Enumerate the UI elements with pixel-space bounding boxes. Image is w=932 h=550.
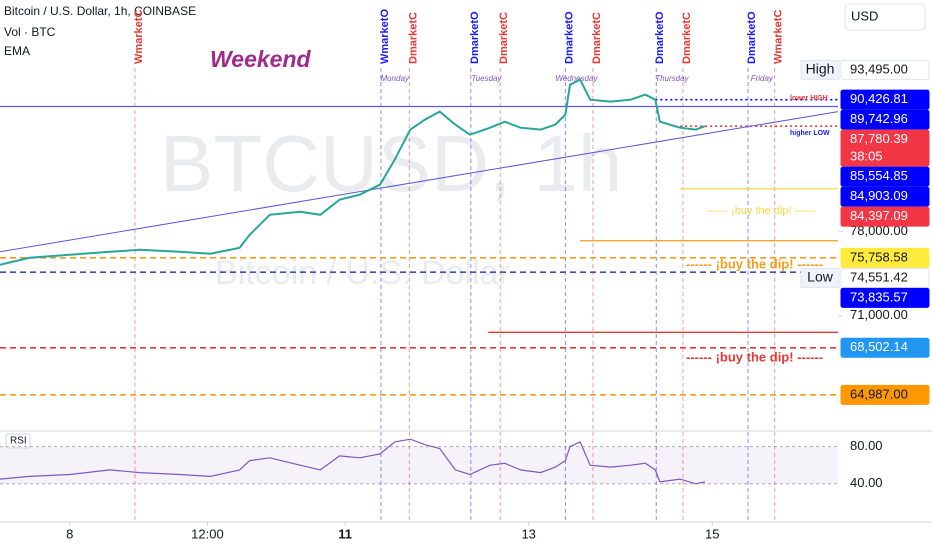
chart-title: Bitcoin / U.S. Dollar, 1h, COINBASE bbox=[4, 4, 196, 18]
price-badge bbox=[840, 206, 930, 227]
day-label: Friday bbox=[751, 74, 774, 83]
rsi-tick-label: 40.00 bbox=[850, 475, 883, 490]
countdown-label: 38:05 bbox=[850, 149, 883, 164]
higher-low-label: higher LOW bbox=[790, 130, 830, 137]
rsi-band bbox=[0, 446, 838, 484]
day-label: Tuesday bbox=[471, 74, 502, 83]
session-label: DmarketC bbox=[498, 12, 510, 64]
price-badge bbox=[840, 59, 930, 80]
trendline bbox=[0, 111, 839, 253]
session-label: DmarketC bbox=[407, 12, 419, 64]
price-badge-label: 75,758.58 bbox=[850, 249, 908, 264]
price-badge bbox=[840, 384, 930, 405]
watermark: BTCUSD, 1h bbox=[160, 119, 622, 208]
x-tick-label: 12:00 bbox=[191, 526, 224, 541]
badge-tag-box bbox=[800, 267, 840, 288]
session-label: WmarketO bbox=[379, 9, 391, 64]
day-label: Wednesday bbox=[555, 74, 598, 83]
session-label: DmarketO bbox=[469, 11, 481, 64]
price-badge-label: 74,551.42 bbox=[850, 269, 908, 284]
badge-tag: High bbox=[806, 61, 835, 77]
price-badge-label: 84,903.09 bbox=[850, 188, 908, 203]
session-label: DmarketO bbox=[746, 11, 758, 64]
price-badge bbox=[840, 129, 930, 167]
session-label: DmarketO bbox=[654, 11, 666, 64]
price-badge-label: 90,426.81 bbox=[850, 91, 908, 106]
session-label: DmarketC bbox=[591, 12, 603, 64]
price-badge-label: 87,780.39 bbox=[850, 131, 908, 146]
price-badge-label: 85,554.85 bbox=[850, 168, 908, 183]
day-label: Monday bbox=[380, 74, 409, 83]
price-badge bbox=[840, 166, 930, 187]
price-badge-label: 84,397.09 bbox=[850, 208, 908, 223]
price-badge bbox=[840, 186, 930, 207]
rsi-tick-label: 80.00 bbox=[850, 438, 883, 453]
price-badge-label: 93,495.00 bbox=[850, 61, 908, 76]
rsi-title: RSI bbox=[10, 436, 27, 447]
badge-tag: Low bbox=[807, 269, 834, 285]
buy-dip-label: ------ ¡buy the dip! ------ bbox=[686, 256, 823, 271]
price-badge bbox=[840, 247, 930, 268]
x-tick-label: 8 bbox=[66, 526, 73, 541]
price-badge bbox=[840, 337, 930, 358]
price-badge bbox=[840, 267, 930, 288]
x-tick-label: 13 bbox=[521, 526, 535, 541]
day-label: Thursday bbox=[655, 74, 689, 83]
session-label: DmarketC bbox=[681, 12, 693, 64]
price-badge bbox=[840, 89, 930, 110]
watermark: Bitcoin / U.S. Dollar bbox=[215, 254, 510, 292]
badge-tag-box bbox=[800, 59, 840, 80]
currency-button[interactable] bbox=[844, 3, 926, 31]
session-label: WmarketC bbox=[773, 10, 785, 64]
session-label: WmarketC bbox=[133, 10, 145, 64]
lower-high-label: lower HIGH bbox=[790, 95, 828, 102]
price-badge-label: 73,835.57 bbox=[850, 289, 908, 304]
rsi-line bbox=[0, 438, 706, 485]
x-tick-label: 11 bbox=[338, 526, 352, 541]
rsi-label-box bbox=[5, 433, 31, 449]
buy-dip-label: ------ ¡buy the dip! ------ bbox=[706, 205, 817, 217]
currency-label[interactable]: USD bbox=[851, 8, 878, 23]
buy-dip-label: ------ ¡buy the dip! ------ bbox=[686, 349, 823, 364]
y-tick-label: 78,000.00 bbox=[850, 223, 908, 238]
weekend-label: Weekend bbox=[210, 46, 312, 72]
indicator-label: Vol · BTC bbox=[4, 25, 56, 39]
y-tick-label: 71,000.00 bbox=[850, 307, 908, 322]
price-badge-label: 89,742.96 bbox=[850, 111, 908, 126]
session-label: DmarketO bbox=[563, 11, 575, 64]
x-tick-label: 15 bbox=[705, 526, 719, 541]
price-badge bbox=[840, 287, 930, 308]
price-line bbox=[0, 78, 706, 266]
price-badge-label: 64,987.00 bbox=[850, 386, 908, 401]
indicator-label: EMA bbox=[4, 44, 30, 58]
price-badge bbox=[840, 109, 930, 130]
price-badge-label: 68,502.14 bbox=[850, 339, 908, 354]
